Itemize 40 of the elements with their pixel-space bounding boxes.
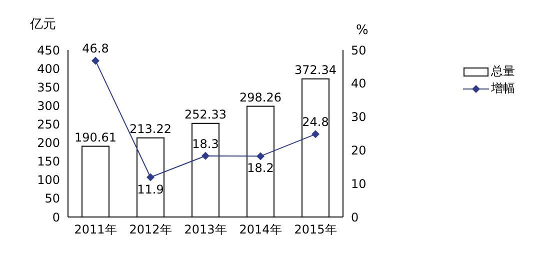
y-tick-label: 250 bbox=[37, 117, 60, 132]
y-tick-label: 100 bbox=[37, 173, 60, 188]
point bbox=[256, 152, 264, 160]
y-tick-label: 400 bbox=[37, 62, 60, 76]
point bbox=[202, 152, 210, 160]
x-tick-label: 2015年 bbox=[294, 222, 337, 237]
x-tick-label: 2014年 bbox=[239, 222, 282, 237]
y-tick-label: 450 bbox=[37, 43, 60, 58]
y-tick-label: 200 bbox=[37, 136, 60, 150]
y2-tick-label: 40 bbox=[351, 76, 366, 91]
x-tick-label: 2012年 bbox=[129, 222, 172, 237]
y-tick-label: 350 bbox=[37, 80, 60, 94]
x-tick-label: 2011年 bbox=[74, 222, 117, 237]
y2-axis-title: % bbox=[356, 23, 368, 38]
data-label: 213.22 bbox=[130, 122, 172, 136]
data-label: 11.9 bbox=[137, 182, 164, 196]
point bbox=[146, 173, 154, 182]
y-tick-label: 50 bbox=[44, 192, 60, 206]
y-axis-title: 亿元 bbox=[29, 17, 56, 32]
legend-label: 总量 bbox=[491, 63, 515, 80]
point bbox=[92, 56, 100, 65]
data-label: 190.61 bbox=[74, 130, 116, 144]
point bbox=[312, 130, 320, 138]
x-tick-label: 2013年 bbox=[184, 222, 227, 237]
data-label: 298.26 bbox=[240, 90, 282, 104]
data-label: 24.8 bbox=[302, 115, 329, 130]
y2-tick-label: 30 bbox=[351, 110, 366, 124]
data-label: 18.3 bbox=[192, 136, 219, 151]
data-label: 46.8 bbox=[82, 42, 109, 56]
y2-tick-label: 10 bbox=[351, 176, 366, 191]
legend-label: 增幅 bbox=[491, 80, 515, 97]
y-tick-label: 150 bbox=[37, 154, 60, 169]
y2-tick-label: 20 bbox=[351, 143, 366, 158]
data-label: 372.34 bbox=[294, 62, 336, 77]
data-label: 252.33 bbox=[184, 107, 226, 122]
data-label: 18.2 bbox=[247, 161, 274, 176]
y-tick-label: 0 bbox=[52, 210, 60, 224]
y2-tick-label: 0 bbox=[351, 210, 359, 224]
y-tick-label: 300 bbox=[37, 98, 60, 113]
y2-tick-label: 50 bbox=[351, 43, 366, 58]
